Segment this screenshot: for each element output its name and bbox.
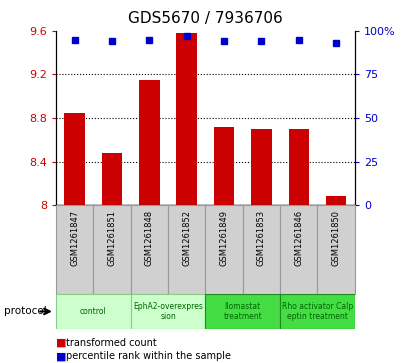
- Bar: [214, 127, 234, 205]
- Bar: [205, 205, 243, 294]
- Bar: [93, 205, 131, 294]
- Bar: [139, 80, 160, 205]
- Bar: [243, 205, 280, 294]
- Text: ■: ■: [56, 351, 66, 362]
- Bar: [326, 196, 347, 205]
- Bar: [317, 205, 355, 294]
- Bar: [288, 129, 309, 205]
- Bar: [56, 205, 93, 294]
- Text: Rho activator Calp
eptin treatment: Rho activator Calp eptin treatment: [282, 302, 353, 321]
- Text: percentile rank within the sample: percentile rank within the sample: [66, 351, 232, 362]
- Bar: [176, 33, 197, 205]
- Bar: [64, 113, 85, 205]
- Text: EphA2-overexpres
sion: EphA2-overexpres sion: [133, 302, 203, 321]
- Text: GSM1261852: GSM1261852: [182, 209, 191, 266]
- Text: GSM1261848: GSM1261848: [145, 209, 154, 266]
- Text: GSM1261846: GSM1261846: [294, 209, 303, 266]
- Text: transformed count: transformed count: [66, 338, 157, 348]
- Bar: [251, 129, 272, 205]
- Text: ■: ■: [56, 338, 66, 348]
- Bar: [280, 205, 317, 294]
- Bar: [168, 205, 205, 294]
- Text: GSM1261851: GSM1261851: [107, 209, 117, 266]
- Text: GSM1261853: GSM1261853: [257, 209, 266, 266]
- Text: GSM1261849: GSM1261849: [220, 209, 229, 266]
- Text: Ilomastat
treatment: Ilomastat treatment: [223, 302, 262, 321]
- Text: protocol: protocol: [4, 306, 47, 317]
- Text: control: control: [80, 307, 107, 316]
- Bar: [280, 294, 355, 329]
- Text: GSM1261847: GSM1261847: [70, 209, 79, 266]
- Bar: [56, 294, 131, 329]
- Text: GSM1261850: GSM1261850: [332, 209, 341, 266]
- Bar: [131, 294, 205, 329]
- Title: GDS5670 / 7936706: GDS5670 / 7936706: [128, 11, 283, 25]
- Bar: [205, 294, 280, 329]
- Bar: [131, 205, 168, 294]
- Bar: [102, 153, 122, 205]
